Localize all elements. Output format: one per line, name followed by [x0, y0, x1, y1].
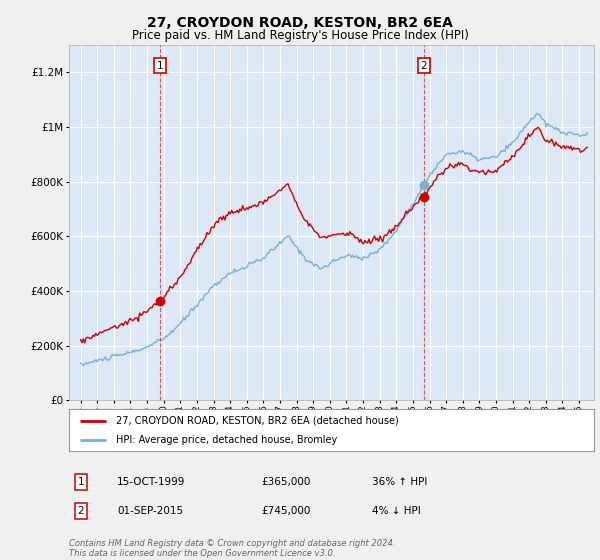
Text: Price paid vs. HM Land Registry's House Price Index (HPI): Price paid vs. HM Land Registry's House …: [131, 29, 469, 42]
Text: 2: 2: [77, 506, 85, 516]
Text: 2: 2: [421, 61, 427, 71]
Text: 15-OCT-1999: 15-OCT-1999: [117, 477, 185, 487]
Text: 1: 1: [77, 477, 85, 487]
Text: HPI: Average price, detached house, Bromley: HPI: Average price, detached house, Brom…: [116, 435, 337, 445]
Text: 1: 1: [157, 61, 164, 71]
Text: Contains HM Land Registry data © Crown copyright and database right 2024.
This d: Contains HM Land Registry data © Crown c…: [69, 539, 395, 558]
Text: 01-SEP-2015: 01-SEP-2015: [117, 506, 183, 516]
Text: 27, CROYDON ROAD, KESTON, BR2 6EA (detached house): 27, CROYDON ROAD, KESTON, BR2 6EA (detac…: [116, 416, 399, 426]
Text: £745,000: £745,000: [261, 506, 310, 516]
Text: 27, CROYDON ROAD, KESTON, BR2 6EA: 27, CROYDON ROAD, KESTON, BR2 6EA: [147, 16, 453, 30]
Text: £365,000: £365,000: [261, 477, 310, 487]
Text: 36% ↑ HPI: 36% ↑ HPI: [372, 477, 427, 487]
Text: 4% ↓ HPI: 4% ↓ HPI: [372, 506, 421, 516]
